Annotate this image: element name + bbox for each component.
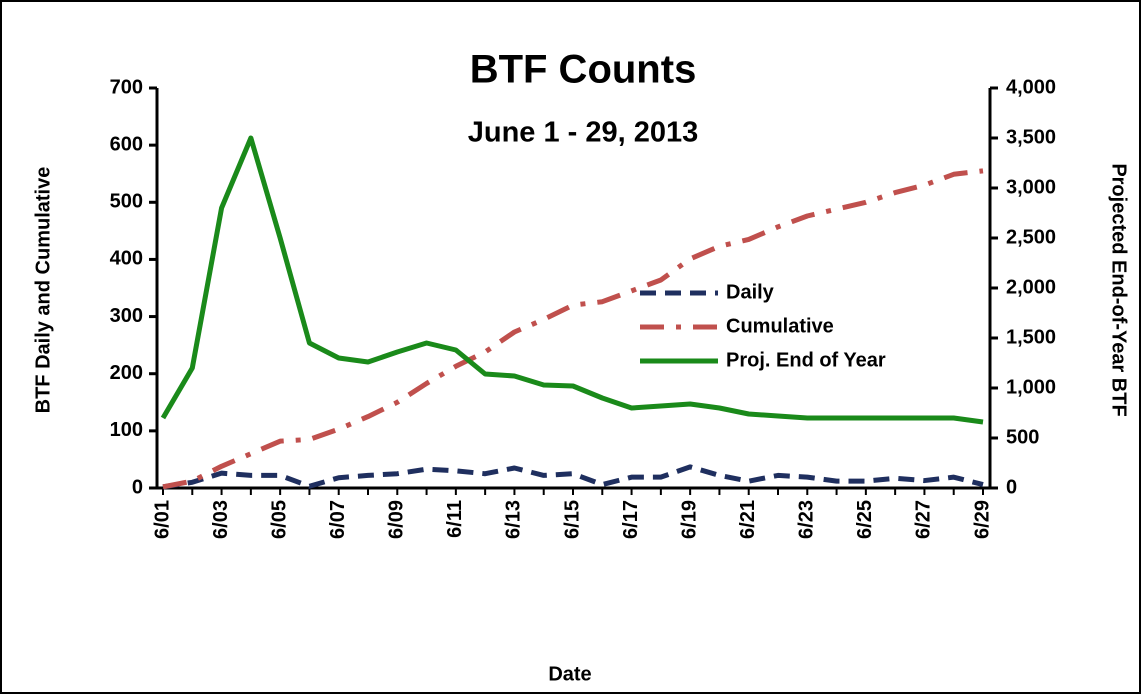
series-line	[160, 135, 984, 425]
y2-tick-label: 2,500	[1006, 226, 1056, 248]
x-tick-label: 6/13	[503, 500, 525, 539]
y-axis-title: BTF Daily and Cumulative	[32, 167, 54, 414]
x-tick-label: 6/17	[620, 500, 642, 539]
chart-subtitle: June 1 - 29, 2013	[468, 117, 699, 149]
y2-tick-label: 4,000	[1006, 76, 1056, 98]
x-tick-label: 6/19	[678, 500, 700, 539]
x-tick-label: 6/03	[210, 500, 232, 539]
x-tick-label: 6/25	[854, 500, 876, 539]
y-tick-label: 600	[110, 133, 143, 155]
y-tick-label: 300	[110, 305, 143, 327]
y2-tick-label: 1,500	[1006, 326, 1056, 348]
x-tick-label: 6/29	[971, 500, 993, 539]
y2-tick-label: 3,000	[1006, 176, 1056, 198]
x-tick-label: 6/01	[151, 500, 173, 539]
legend-label: Proj. End of Year	[726, 349, 886, 371]
y2-tick-label: 500	[1006, 426, 1039, 448]
x-tick-label: 6/23	[796, 500, 818, 539]
x-tick-label: 6/21	[737, 500, 759, 539]
y-tick-label: 200	[110, 362, 143, 384]
x-tick-label: 6/27	[913, 500, 935, 539]
y2-tick-label: 3,500	[1006, 126, 1056, 148]
chart-title: BTF Counts	[470, 48, 697, 92]
x-tick-label: 6/15	[561, 500, 583, 539]
x-tick-label: 6/05	[268, 500, 290, 539]
legend-label: Cumulative	[726, 315, 834, 337]
y2-tick-label: 1,000	[1006, 376, 1056, 398]
legend-label: Daily	[726, 281, 775, 303]
y-tick-label: 0	[132, 476, 143, 498]
x-tick-label: 6/09	[386, 500, 408, 539]
y2-axis-title: Projected End-of-Year BTF	[1108, 163, 1130, 416]
x-axis-title: Date	[548, 663, 591, 685]
series-line	[162, 168, 984, 490]
x-tick-label: 6/07	[327, 500, 349, 539]
y2-tick-label: 2,000	[1006, 276, 1056, 298]
x-tick-label: 6/11	[444, 500, 466, 538]
y-tick-label: 400	[110, 248, 143, 270]
y-tick-label: 100	[110, 419, 143, 441]
y-tick-label: 700	[110, 76, 143, 98]
series-line	[162, 464, 984, 490]
y2-tick-label: 0	[1006, 476, 1017, 498]
y-tick-label: 500	[110, 191, 143, 213]
